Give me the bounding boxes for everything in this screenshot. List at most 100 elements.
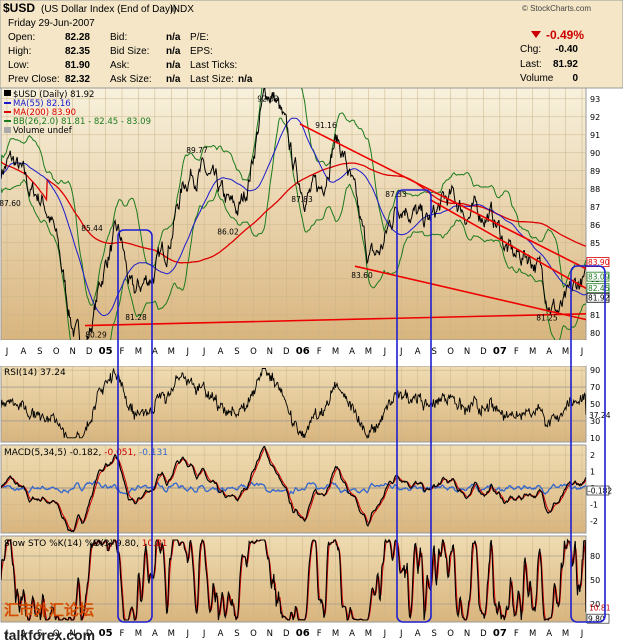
stoch-d-last-label: 10.81	[589, 603, 611, 612]
quote-value: 81.90	[65, 60, 90, 71]
x-tick-label: M	[529, 347, 536, 357]
x-tick-label: N	[464, 347, 470, 357]
x-tick-label: 07	[493, 346, 507, 357]
legend-volume: Volume undef	[13, 126, 73, 136]
quote-label: Open:	[8, 32, 35, 43]
x-tick-label-bottom: O	[53, 629, 60, 639]
x-tick-label-bottom: J	[202, 629, 206, 639]
bollinger-upper-line	[1, 88, 586, 306]
price-annotation: 91.16	[315, 121, 337, 130]
trend-line	[84, 313, 586, 327]
x-tick-label-bottom: S	[234, 629, 239, 639]
quote-label: Bid Size:	[110, 46, 149, 57]
price-panel	[0, 87, 587, 341]
macd-line	[1, 445, 586, 533]
macd-histogram	[1, 480, 586, 496]
x-tick-label-bottom: 06	[296, 628, 310, 639]
x-tick-label: A	[349, 347, 355, 357]
x-tick-label-bottom: N	[267, 629, 273, 639]
x-tick-label: S	[37, 347, 42, 357]
x-tick-label-bottom: A	[152, 629, 158, 639]
price-tick: 90	[590, 149, 600, 158]
stoch-k-line	[1, 538, 586, 622]
macd-last-box	[586, 485, 610, 496]
quote-label: P/E:	[190, 32, 209, 43]
x-tick-label-bottom: F	[317, 629, 322, 639]
right-label: 81.92	[588, 294, 610, 303]
stoch-last-box	[586, 613, 610, 624]
watermark: 汇市外汇论坛 talkforex.com	[4, 601, 95, 643]
brand-label: © StockCharts.com	[522, 4, 591, 13]
legend-ma55: MA(55) 82.16	[13, 99, 71, 109]
quote-value: n/a	[166, 60, 181, 71]
quote-block-1: Open: 82.28 High: 82.35 Low: 81.90 Prev Close:…	[8, 32, 90, 85]
x-tick-label: D	[283, 347, 290, 357]
x-tick-label-bottom: O	[447, 629, 454, 639]
x-tick-label: A	[152, 347, 158, 357]
price-annotation: 85.44	[81, 224, 103, 233]
x-tick-label: F	[514, 347, 519, 357]
x-tick-label: O	[250, 347, 257, 357]
macd-signal-line	[1, 448, 586, 532]
macd-tick: -1	[590, 501, 598, 510]
quote-label: Last Ticks:	[190, 60, 237, 71]
macd-panel	[0, 444, 587, 534]
legend-price: $USD (Daily) 81.92	[13, 90, 94, 100]
quote-value: n/a	[166, 46, 181, 57]
trend-lines	[84, 123, 586, 327]
quote-value: 82.28	[65, 32, 90, 43]
watermark-site: talkforex.com	[4, 627, 95, 643]
x-tick-label: J	[185, 347, 189, 357]
price-tick: 86	[590, 221, 600, 230]
price-annotation: 81.25	[536, 313, 558, 322]
x-tick-label-bottom: A	[415, 629, 421, 639]
right-label-box	[586, 271, 610, 282]
ma55-line	[1, 117, 586, 316]
x-tick-label-bottom: J	[5, 629, 9, 639]
x-tick-label: J	[580, 347, 584, 357]
quote-label: Ask Size:	[110, 74, 152, 85]
rsi-legend: RSI(14) 37.24	[4, 368, 66, 378]
x-tick-label: F	[317, 347, 322, 357]
instrument-name: (US Dollar Index (End of Day))	[41, 4, 177, 15]
highlight-boxes	[117, 189, 606, 623]
right-label: 83.90	[588, 258, 610, 267]
rsi-tick: 70	[590, 383, 600, 392]
x-tick-label-bottom: S	[37, 629, 42, 639]
x-tick-label: J	[5, 347, 9, 357]
rsi-tick: 30	[590, 417, 600, 426]
macd-tick: 2	[590, 451, 595, 460]
right-label-box	[586, 292, 610, 303]
x-tick-label-bottom: D	[86, 629, 93, 639]
x-tick-label: J	[399, 347, 403, 357]
x-tick-label: M	[135, 347, 142, 357]
price-tick: 93	[590, 95, 600, 104]
price-tick: 92	[590, 113, 600, 122]
quote-label: Prev Close:	[8, 74, 60, 85]
quote-block-3: P/E: EPS: Last Ticks: Last Size: n/a	[190, 32, 253, 85]
highlight-box-3	[570, 265, 606, 623]
x-tick-label: N	[267, 347, 273, 357]
x-tick-label: A	[415, 347, 421, 357]
x-tick-label: M	[365, 347, 372, 357]
last-label: Last:	[520, 59, 542, 70]
highlight-box-1	[117, 229, 153, 623]
trend-line	[354, 265, 586, 321]
quote-label: High:	[8, 46, 31, 57]
legend-rsi: RSI(14) 37.24	[4, 368, 66, 378]
stoch-last-label: 9.80	[588, 615, 605, 624]
x-tick-label: M	[562, 347, 569, 357]
rsi-line	[1, 368, 586, 440]
price-tick: 81	[590, 311, 600, 320]
x-tick-label: A	[21, 347, 27, 357]
price-annotation: 83.60	[351, 271, 373, 280]
x-tick-label-bottom: M	[168, 629, 175, 639]
price-annotation: 80.29	[85, 331, 107, 340]
x-tick-label: N	[70, 347, 76, 357]
highlight-box-2	[396, 189, 432, 623]
macd-last-label: -0.182	[588, 487, 612, 496]
price-annotations: 92.63 91.16 89.77 87.83 87.33 87.60 86.02 85.44…	[0, 94, 558, 339]
x-tick-label: J	[383, 347, 387, 357]
bollinger-lower-line	[1, 117, 586, 340]
